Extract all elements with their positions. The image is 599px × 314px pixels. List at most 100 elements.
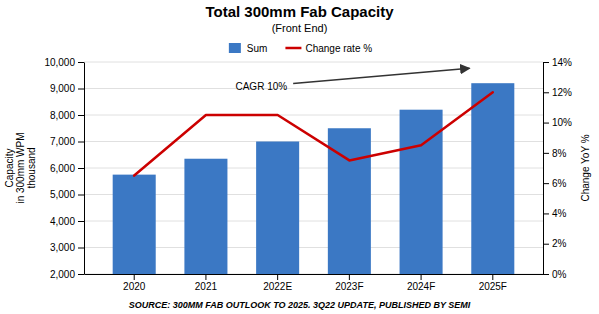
tick: 6% bbox=[543, 178, 567, 189]
tick-label: 10% bbox=[552, 117, 572, 128]
tick-mark bbox=[349, 274, 350, 280]
annotation: CAGR 10% bbox=[235, 68, 469, 91]
legend-swatch bbox=[229, 43, 241, 53]
tick-label: 2024F bbox=[407, 281, 435, 292]
annotation-text: CAGR 10% bbox=[235, 81, 287, 92]
tick: 9,000 bbox=[50, 83, 84, 94]
chart: Total 300mm Fab Capacity (Front End) 2,000… bbox=[0, 0, 599, 314]
bar bbox=[256, 142, 299, 275]
tick: 8% bbox=[543, 148, 567, 159]
tick-mark bbox=[421, 274, 422, 280]
title: Total 300mm Fab Capacity bbox=[205, 3, 394, 20]
tick: 6,000 bbox=[50, 163, 84, 174]
tick-mark bbox=[543, 183, 549, 184]
tick: 2021 bbox=[195, 274, 218, 292]
line bbox=[134, 92, 493, 175]
tick-mark bbox=[543, 92, 549, 93]
tick: 2025F bbox=[479, 274, 507, 292]
tick-label: 2025F bbox=[479, 281, 507, 292]
annotation-arrow bbox=[293, 68, 469, 83]
legend-label: Sum bbox=[247, 43, 268, 54]
x-axis: 2020 2021 2022E 2023F 2024F 2025F bbox=[85, 274, 544, 292]
y-axis: 2,000 3,000 4,000 5,000 6,000 7,000 8,000 9,000… bbox=[44, 57, 84, 280]
tick-mark bbox=[205, 274, 206, 280]
tick-label: 9,000 bbox=[50, 83, 75, 94]
axis-line bbox=[85, 274, 544, 275]
tick-label: 7,000 bbox=[50, 136, 75, 147]
subtitle: (Front End) bbox=[272, 22, 328, 34]
tick-mark bbox=[78, 168, 84, 169]
tick-label: 2% bbox=[552, 238, 567, 249]
tick-mark bbox=[78, 221, 84, 222]
tick: 12% bbox=[543, 87, 572, 98]
tick-mark bbox=[78, 89, 84, 90]
bar bbox=[471, 83, 514, 274]
bar bbox=[113, 175, 156, 274]
tick-label: 8,000 bbox=[50, 110, 75, 121]
legend-item: Sum bbox=[229, 43, 268, 54]
tick-label: 14% bbox=[552, 57, 572, 68]
tick-label: 5,000 bbox=[50, 189, 75, 200]
tick: 2% bbox=[543, 238, 567, 249]
y2-axis-title: Change YoY % bbox=[580, 134, 591, 201]
marks bbox=[113, 83, 515, 274]
legend-swatch bbox=[285, 47, 301, 50]
tick-label: 8% bbox=[552, 148, 567, 159]
tick-mark bbox=[78, 274, 84, 275]
tick-label: 2022E bbox=[263, 281, 292, 292]
tick-mark bbox=[134, 274, 135, 280]
tick-mark bbox=[78, 248, 84, 249]
tick: 10,000 bbox=[44, 57, 84, 68]
tick: 0% bbox=[543, 269, 567, 280]
tick: 10% bbox=[543, 117, 572, 128]
legend-item: Change rate % bbox=[285, 43, 372, 54]
tick: 4% bbox=[543, 208, 567, 219]
tick-mark bbox=[543, 274, 549, 275]
tick-label: 2020 bbox=[123, 281, 146, 292]
tick: 2020 bbox=[123, 274, 146, 292]
tick-label: 4% bbox=[552, 208, 567, 219]
plot: 2,000 3,000 4,000 5,000 6,000 7,000 8,000 9,000… bbox=[44, 57, 572, 292]
tick-mark bbox=[543, 123, 549, 124]
tick-label: 0% bbox=[552, 269, 567, 280]
tick-mark bbox=[543, 244, 549, 245]
tick-mark bbox=[543, 213, 549, 214]
tick-label: 4,000 bbox=[50, 216, 75, 227]
tick-mark bbox=[543, 153, 549, 154]
axis-line bbox=[543, 63, 544, 275]
tick-mark bbox=[78, 195, 84, 196]
tick: 2023F bbox=[335, 274, 363, 292]
bar-series bbox=[113, 83, 515, 274]
axis-line bbox=[84, 63, 85, 275]
tick-label: 3,000 bbox=[50, 242, 75, 253]
tick-mark bbox=[277, 274, 278, 280]
legend-label: Change rate % bbox=[305, 43, 372, 54]
tick: 14% bbox=[543, 57, 572, 68]
tick: 5,000 bbox=[50, 189, 84, 200]
bar bbox=[184, 159, 227, 274]
tick-label: 6,000 bbox=[50, 163, 75, 174]
grid-line bbox=[84, 62, 543, 63]
tick-mark bbox=[492, 274, 493, 280]
tick: 2022E bbox=[263, 274, 292, 292]
tick-label: 10,000 bbox=[44, 57, 75, 68]
source: SOURCE: 300MM FAB OUTLOOK TO 2025. 3Q22 … bbox=[129, 300, 471, 310]
tick: 8,000 bbox=[50, 110, 84, 121]
tick: 4,000 bbox=[50, 216, 84, 227]
tick: 2,000 bbox=[50, 269, 84, 280]
y-axis-title: Capacityin 300mm WPMthousand bbox=[4, 132, 37, 203]
tick: 3,000 bbox=[50, 242, 84, 253]
legend: Sum Change rate % bbox=[229, 43, 372, 54]
tick-mark bbox=[78, 115, 84, 116]
tick-label: 2021 bbox=[195, 281, 218, 292]
tick-mark bbox=[78, 142, 84, 143]
tick: 2024F bbox=[407, 274, 435, 292]
tick-label: 6% bbox=[552, 178, 567, 189]
y2-axis: 0% 2% 4% 6% 8% 10% 12% 14% bbox=[543, 57, 572, 280]
tick-label: 2023F bbox=[335, 281, 363, 292]
tick-mark bbox=[543, 62, 549, 63]
tick-mark bbox=[78, 62, 84, 63]
grid bbox=[84, 62, 543, 274]
tick-label: 12% bbox=[552, 87, 572, 98]
tick: 7,000 bbox=[50, 136, 84, 147]
